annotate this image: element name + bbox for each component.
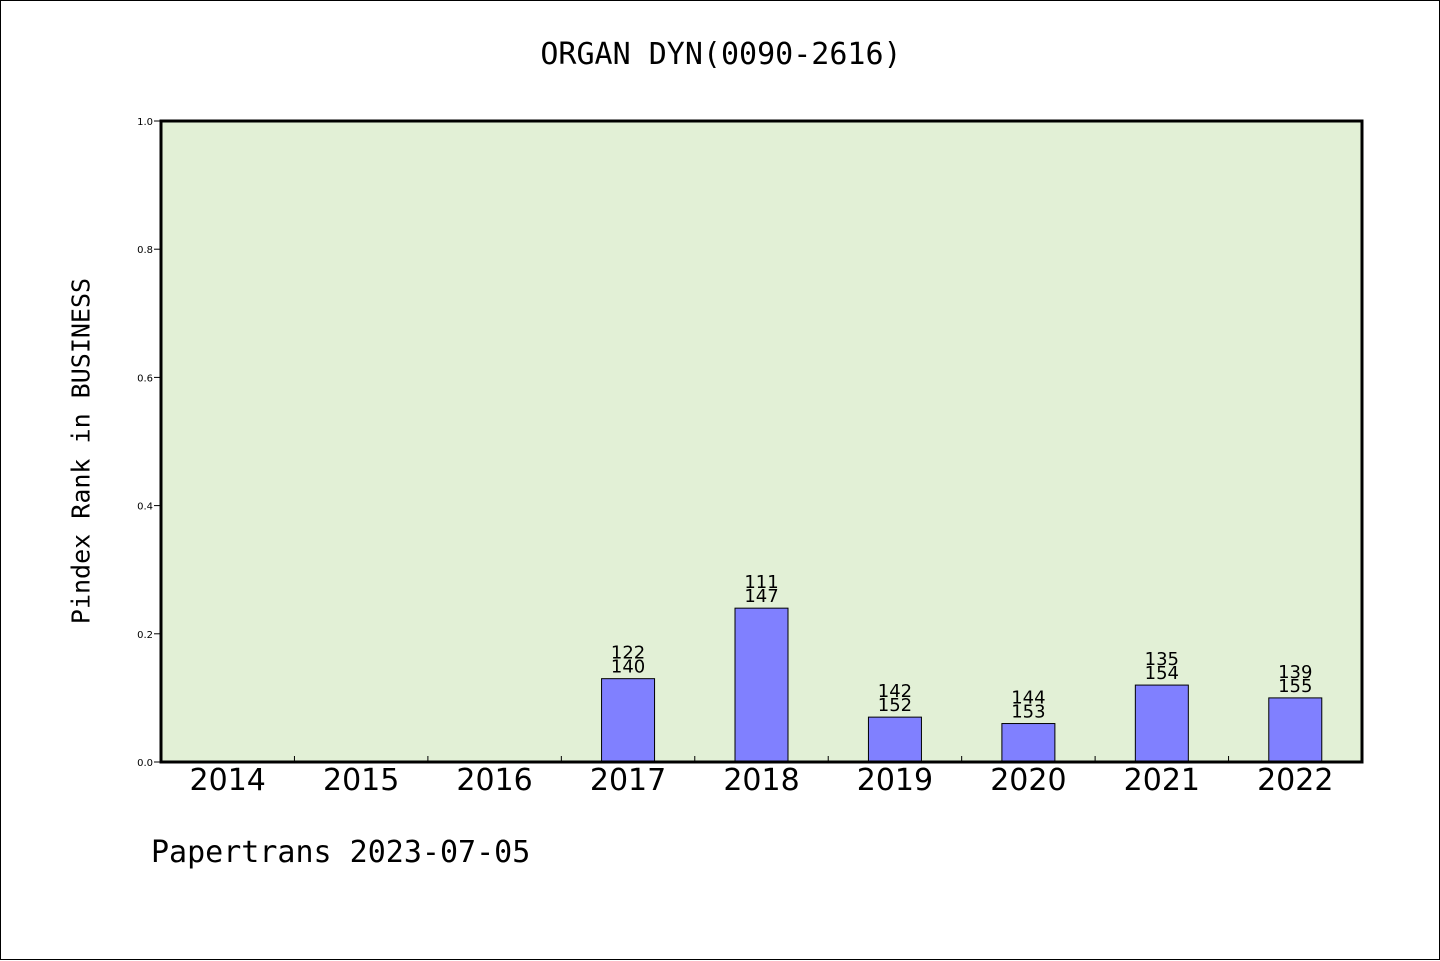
plot-frame: [159, 119, 1364, 764]
bar-label-upper: 144: [1011, 688, 1045, 709]
y-tick-label: 0.0: [137, 758, 153, 769]
bar-label-lower: 154: [1145, 663, 1179, 684]
bar-2022: [1268, 697, 1323, 763]
x-tick-label: 2016: [456, 763, 532, 798]
x-tick-label: 2019: [857, 763, 933, 798]
x-tick-label: 2015: [323, 763, 399, 798]
bar-label-upper: 135: [1145, 649, 1179, 670]
y-tick-label: 0.2: [137, 630, 153, 641]
bar-2019: [867, 716, 922, 763]
bar-2020: [1001, 723, 1056, 763]
bar-label-upper: 111: [744, 572, 778, 593]
chart-title: ORGAN DYN(0090-2616): [540, 37, 902, 72]
y-tick-label: 0.6: [137, 373, 153, 384]
y-tick-label: 0.4: [137, 502, 153, 513]
y-axis-ticks: 0.0 0.2 0.4 0.6 0.8 1.0: [137, 117, 161, 769]
y-tick-label: 1.0: [137, 117, 153, 128]
x-tick-label: 2017: [590, 763, 666, 798]
bar-label-lower: 140: [611, 657, 645, 678]
bars: [601, 607, 1323, 763]
x-tick-label: 2022: [1257, 763, 1333, 798]
x-tick-label: 2018: [723, 763, 799, 798]
bar-2021: [1134, 684, 1189, 763]
bar-label-lower: 153: [1011, 702, 1045, 723]
bar-label-lower: 155: [1278, 676, 1312, 697]
bar-label-upper: 122: [611, 643, 645, 664]
bar-2017: [601, 678, 656, 763]
footer-credit: Papertrans 2023-07-05: [151, 835, 531, 870]
x-tick-label: 2014: [190, 763, 266, 798]
bar-label-upper: 139: [1278, 662, 1312, 683]
y-tick-label: 0.8: [137, 245, 153, 256]
bar-label-lower: 152: [878, 695, 912, 716]
bar-label-upper: 142: [878, 681, 912, 702]
x-tick-label: 2021: [1124, 763, 1200, 798]
bar-label-lower: 147: [744, 586, 778, 607]
bar-2018: [734, 607, 789, 763]
x-tick-label: 2020: [990, 763, 1066, 798]
x-axis-tick-labels: 2014 2015 2016 2017 2018 2019 2020 2021 2022: [190, 756, 1333, 798]
